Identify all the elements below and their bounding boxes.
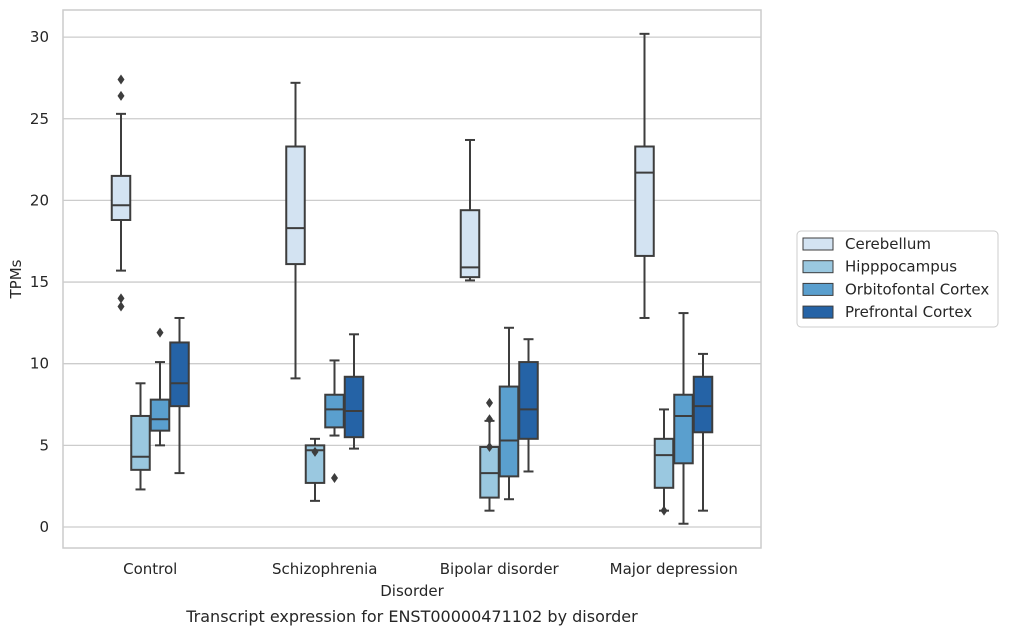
y-tick-label-10: 10 <box>30 355 49 373</box>
y-axis-label: TPMs <box>7 259 25 299</box>
box-orbitofontal-cortex-3 <box>673 312 694 525</box>
plot-frame <box>62 9 762 549</box>
box-orbitofontal-cortex-1 <box>324 359 345 484</box>
box-hipppocampus-3 <box>653 408 675 516</box>
outlier-point <box>117 293 125 304</box>
box-iqr <box>459 209 481 279</box>
x-tick-label-major-depression: Major depression <box>610 560 738 578</box>
legend-frame <box>796 230 999 328</box>
outlier-point <box>331 473 338 484</box>
box-hipppocampus-1 <box>304 437 326 502</box>
box-cerebellum-0 <box>110 74 132 312</box>
outlier-point <box>117 74 125 85</box>
y-tick-labels: 0 5 10 15 20 25 30 <box>30 28 49 536</box>
box-iqr <box>110 174 132 221</box>
box-orbitofontal-cortex-2 <box>498 326 520 501</box>
y-tick-label-5: 5 <box>39 436 49 454</box>
box-iqr <box>518 361 539 440</box>
box-prefrontal-cortex-0 <box>169 316 190 475</box>
x-axis-label: Disorder <box>380 582 444 600</box>
x-tick-label-control: Control <box>123 560 177 578</box>
box-cerebellum-2 <box>459 138 481 282</box>
box-orbitofontal-cortex-0 <box>149 327 171 447</box>
box-iqr <box>692 375 714 434</box>
box-iqr <box>498 385 520 478</box>
legend-label-cerebellum: Cerebellum <box>845 235 931 253</box>
box-iqr <box>169 341 190 408</box>
legend-label-prefrontal-cortex: Prefrontal Cortex <box>845 303 972 321</box>
x-tick-label-schizophrenia: Schizophrenia <box>272 560 377 578</box>
box-iqr <box>653 437 675 489</box>
outlier-point <box>311 446 319 457</box>
box-iqr <box>130 414 151 471</box>
y-tick-label-20: 20 <box>30 191 49 209</box>
box-iqr <box>343 375 365 439</box>
box-iqr <box>285 145 306 266</box>
y-tick-label-25: 25 <box>30 110 49 128</box>
box-prefrontal-cortex-2 <box>518 338 539 473</box>
x-tick-label-bipolar-disorder: Bipolar disorder <box>440 560 560 578</box>
outlier-point <box>156 327 164 338</box>
outlier-point <box>660 505 668 516</box>
box-prefrontal-cortex-1 <box>343 333 365 450</box>
legend-swatch-orbitofontal-cortex <box>802 282 834 296</box>
legend-swatch-cerebellum <box>802 237 834 251</box>
legend-swatch-prefrontal-cortex <box>802 305 834 319</box>
box-iqr <box>324 393 345 429</box>
outlier-point <box>486 414 493 425</box>
box-prefrontal-cortex-3 <box>692 352 714 512</box>
box-iqr <box>304 444 326 484</box>
y-tick-label-0: 0 <box>39 518 49 536</box>
box-iqr <box>634 145 655 257</box>
chart-caption: Transcript expression for ENST0000047110… <box>185 607 638 626</box>
legend-label-orbitofontal-cortex: Orbitofontal Cortex <box>845 280 989 298</box>
outlier-point <box>486 397 493 408</box>
x-tick-labels: Control Schizophrenia Bipolar disorder Majo… <box>123 560 738 578</box>
legend-label-hipppocampus: Hipppocampus <box>845 258 957 276</box>
box-hipppocampus-0 <box>130 382 151 491</box>
box-cerebellum-1 <box>285 81 306 380</box>
box-hipppocampus-2 <box>479 397 500 512</box>
legend-swatch-hipppocampus <box>802 260 834 274</box>
outlier-point <box>117 90 125 101</box>
box-cerebellum-3 <box>634 32 655 319</box>
y-tick-label-15: 15 <box>30 273 49 291</box>
box-iqr <box>673 393 694 465</box>
outlier-point <box>486 441 493 452</box>
legend: Cerebellum Hipppocampus Orbitofontal Corte… <box>796 230 999 328</box>
box-iqr <box>149 398 171 432</box>
box-groups <box>110 32 714 525</box>
y-tick-label-30: 30 <box>30 28 49 46</box>
outlier-point <box>117 301 125 312</box>
